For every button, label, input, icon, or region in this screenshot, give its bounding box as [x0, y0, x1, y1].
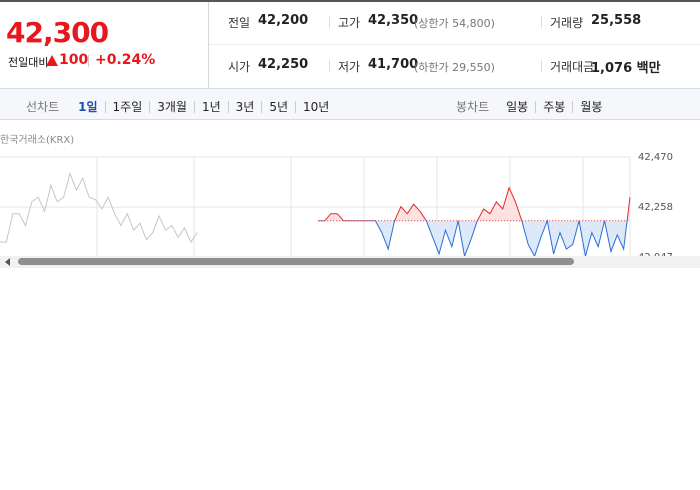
tab[interactable]: 일봉: [506, 99, 529, 114]
chart: 42,470 42,258 42,047: [0, 152, 673, 258]
y-tick-label: 42,258: [638, 202, 673, 213]
sep: [541, 60, 542, 72]
line: [0, 171, 198, 244]
stat-note: (상한가 54,800): [414, 17, 495, 30]
change-pct: +0.24%: [95, 52, 156, 68]
tab[interactable]: 10년: [295, 100, 336, 113]
stat-label: 거래량: [550, 16, 584, 30]
sep: [88, 55, 89, 67]
scroll-arrow[interactable]: [4, 258, 12, 266]
sep: [329, 60, 330, 72]
source: 한국거래소(KRX): [0, 135, 75, 146]
tab[interactable]: 1일: [78, 99, 98, 114]
tab[interactable]: 월봉: [572, 100, 609, 113]
tab[interactable]: 5년: [261, 100, 295, 113]
top-border: [0, 0, 700, 2]
sep: [329, 16, 330, 28]
change-label: 전일대비: [8, 56, 49, 69]
tab-bar: 선차트 1일 1주일 3개월 1년 3년 5년 10년 봉차트 일봉 주봉 월봉: [0, 88, 700, 120]
up-area: [324, 187, 630, 221]
price: 42,300: [6, 16, 109, 49]
y-tick-label: 42,047: [638, 252, 673, 258]
stat-label: 거래대금: [550, 60, 595, 74]
y-tick-label: 42,470: [638, 152, 673, 163]
up-icon: [46, 55, 58, 66]
stat-value: 42,350: [368, 13, 419, 28]
divider: [208, 2, 209, 88]
sep: [541, 16, 542, 28]
stat-value: 41,700: [368, 57, 419, 72]
stat-value: 42,200: [258, 13, 309, 28]
stat-note: (하한가 29,550): [414, 61, 495, 74]
divider: [209, 44, 700, 45]
tab[interactable]: 주봉: [535, 100, 572, 113]
tab[interactable]: 1주일: [104, 100, 150, 113]
tab-group-label: 봉차트: [456, 100, 490, 114]
stat-label: 전일: [228, 16, 251, 30]
down-line: [318, 220, 628, 258]
stat-label: 고가: [338, 16, 361, 30]
stat-label: 저가: [338, 60, 361, 74]
stat-value: 25,558: [591, 13, 642, 28]
tab-group-label: 선차트: [26, 100, 60, 114]
scroll-thumb[interactable]: [18, 258, 574, 265]
change: 100: [59, 52, 89, 68]
stat-value: 42,250: [258, 57, 309, 72]
tab[interactable]: 1년: [193, 100, 228, 113]
tab[interactable]: 3년: [227, 100, 262, 113]
tab[interactable]: 3개월: [149, 100, 194, 113]
stat-value: 1,076 백만: [591, 61, 661, 76]
down-area: [318, 220, 630, 257]
stat-label: 시가: [228, 60, 251, 74]
